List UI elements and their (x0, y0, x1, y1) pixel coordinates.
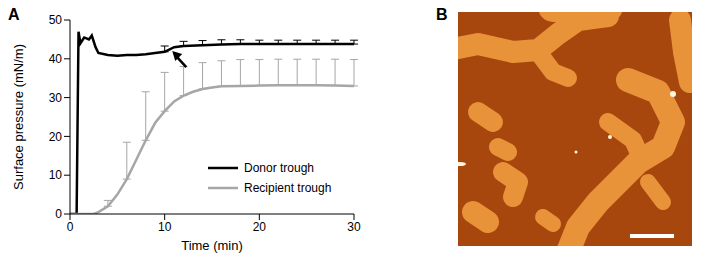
svg-text:10: 10 (158, 220, 172, 234)
svg-text:Time (min): Time (min) (181, 238, 243, 253)
svg-text:0: 0 (55, 207, 62, 221)
svg-text:20: 20 (253, 220, 267, 234)
svg-text:50: 50 (49, 13, 63, 27)
svg-text:10: 10 (49, 168, 63, 182)
svg-text:30: 30 (347, 220, 361, 234)
svg-text:Surface pressure (mN/m): Surface pressure (mN/m) (11, 44, 26, 190)
html-text:A: A (8, 6, 20, 23)
html-text:Recipient trough: Recipient trough (244, 181, 332, 195)
svg-text:30: 30 (49, 91, 63, 105)
svg-text:20: 20 (49, 130, 63, 144)
html-text:Donor trough: Donor trough (244, 161, 314, 175)
svg-text:0: 0 (67, 220, 74, 234)
svg-text:40: 40 (49, 52, 63, 66)
html-text:B: B (436, 6, 448, 23)
